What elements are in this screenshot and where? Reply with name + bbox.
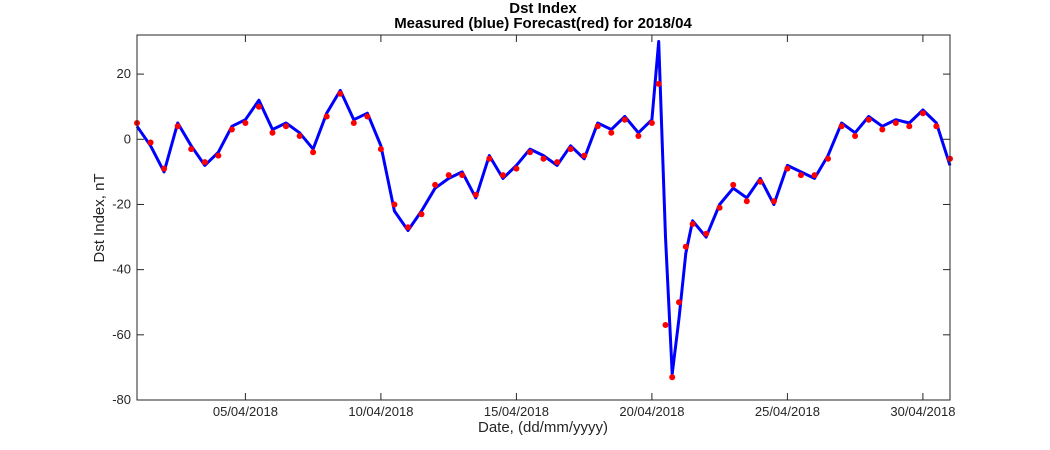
forecast-point [933, 123, 940, 130]
y-tick-label: 0 [124, 131, 131, 146]
x-tick-label: 25/04/2018 [755, 404, 820, 419]
forecast-point [296, 133, 303, 139]
forecast-point [838, 123, 845, 130]
x-tick-label: 30/04/2018 [890, 404, 955, 419]
y-tick-label: -60 [112, 327, 131, 342]
x-tick-label: 15/04/2018 [484, 404, 549, 419]
y-tick-label: -80 [112, 392, 131, 407]
forecast-point [445, 172, 452, 179]
forecast-point [655, 80, 662, 87]
chart-subtitle: Measured (blue) Forecast(red) for 2018/0… [394, 15, 692, 32]
forecast-point [594, 123, 601, 130]
forecast-point [499, 172, 506, 179]
forecast-point [797, 172, 804, 179]
forecast-point [472, 191, 479, 198]
forecast-point [418, 211, 425, 218]
forecast-point [682, 243, 689, 250]
forecast-point [188, 146, 195, 153]
forecast-point [350, 120, 357, 126]
forecast-point [716, 204, 723, 211]
x-axis-ticks: 05/04/2018 10/04/2018 15/04/2018 20/04/2018… [213, 35, 955, 419]
forecast-point [513, 165, 520, 172]
forecast-point [377, 146, 384, 153]
forecast-point [255, 103, 262, 110]
measured-series-line [135, 40, 952, 376]
forecast-point [405, 224, 411, 231]
forecast-point [770, 198, 777, 205]
forecast-point [459, 172, 466, 179]
forecast-point [527, 149, 533, 156]
forecast-point [391, 201, 398, 208]
forecast-point [621, 116, 628, 123]
forecast-point [147, 139, 154, 146]
forecast-point [648, 120, 655, 126]
forecast-point [906, 123, 913, 130]
x-tick-label: 05/04/2018 [213, 404, 278, 419]
forecast-point [486, 155, 493, 162]
forecast-point [310, 149, 317, 156]
forecast-point [669, 374, 676, 381]
forecast-point [635, 133, 642, 139]
forecast-point [811, 172, 818, 179]
forecast-point [784, 165, 791, 172]
forecast-point [540, 155, 547, 162]
forecast-point [879, 126, 886, 133]
x-tick-label: 20/04/2018 [619, 404, 684, 419]
forecast-point [323, 113, 330, 120]
x-tick-label: 10/04/2018 [348, 404, 413, 419]
forecast-point [364, 113, 371, 120]
forecast-point [865, 116, 872, 123]
forecast-point [174, 123, 181, 130]
series-layer [134, 40, 953, 381]
forecast-point [567, 146, 574, 153]
forecast-point [283, 123, 289, 130]
forecast-point [337, 90, 344, 97]
plot-frame [136, 34, 951, 401]
x-axis-label: Date, (dd/mm/yyyy) [478, 419, 608, 436]
forecast-point [662, 322, 669, 328]
y-tick-label: -20 [112, 196, 131, 211]
forecast-point [242, 120, 249, 126]
forecast-point [161, 165, 168, 172]
forecast-point [757, 178, 764, 185]
forecast-point [554, 159, 561, 166]
forecast-point [215, 152, 222, 159]
forecast-point [432, 181, 439, 188]
forecast-point [269, 129, 276, 136]
forecast-point [201, 159, 208, 166]
forecast-point [676, 299, 682, 306]
forecast-point [743, 198, 750, 205]
forecast-point [852, 133, 859, 139]
forecast-point [703, 230, 710, 237]
forecast-point [689, 221, 696, 227]
plot-area [137, 35, 950, 400]
forecast-point [730, 181, 737, 188]
forecast-point [919, 110, 926, 117]
y-tick-label: 20 [117, 66, 131, 81]
forecast-point [892, 120, 899, 126]
forecast-point [228, 126, 235, 133]
forecast-point [825, 155, 831, 162]
y-axis-label: Dst Index, nT [91, 173, 108, 262]
y-tick-label: -40 [112, 262, 131, 277]
forecast-point [581, 152, 588, 159]
chart-title: Dst Index [509, 0, 577, 17]
forecast-point [608, 129, 615, 136]
